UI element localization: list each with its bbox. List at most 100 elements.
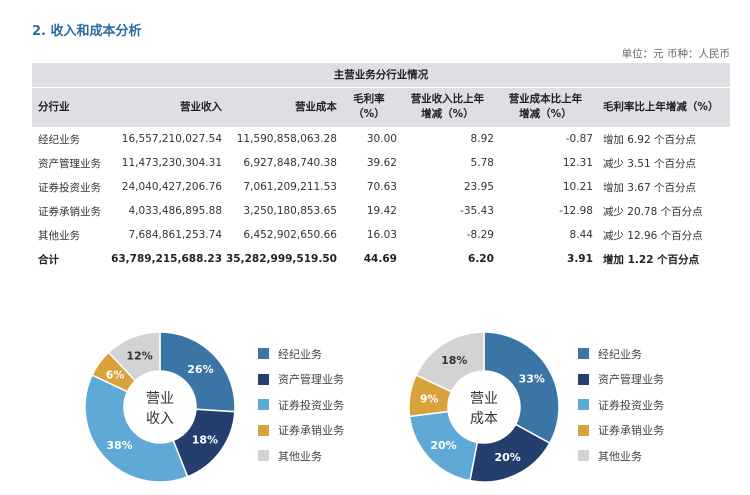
donut-center-title: 营业成本	[470, 391, 498, 427]
table-row: 经纪业务 16,557,210,027.54 11,590,858,063.28 30…	[32, 127, 730, 151]
donut-slice	[159, 331, 236, 413]
cell-revenue: 63,789,215,688.23	[111, 253, 222, 265]
legend-swatch	[578, 348, 589, 360]
cell-revenue-change: 6.20	[468, 253, 494, 265]
cell-cost: 35,282,999,519.50	[226, 253, 337, 265]
legend-item: 资产管理业务	[578, 367, 664, 393]
cell-revenue-change: 8.92	[470, 133, 494, 145]
revenue-legend: 经纪业务 资产管理业务 证券投资业务 证券承销业务 其他业务	[258, 341, 344, 469]
legend-label: 资产管理业务	[598, 373, 664, 387]
legend-swatch	[578, 373, 589, 385]
table-total-row: 合计 63,789,215,688.23 35,282,999,519.50 44.6…	[32, 247, 730, 271]
cell-revenue: 16,557,210,027.54	[121, 133, 222, 145]
legend-swatch	[578, 399, 589, 411]
donut-center-title: 营业收入	[146, 391, 174, 427]
cell-revenue: 24,040,427,206.76	[121, 181, 222, 193]
legend-item: 其他业务	[578, 443, 664, 469]
cost-legend: 经纪业务资产管理业务证券投资业务证券承销业务 其他业务	[578, 341, 664, 469]
legend-swatch	[258, 373, 269, 385]
industry-table: 主营业务分行业情况 分行业 营业收入 营业成本 毛利率 （%） 营业收入比上年 增减（%）营…	[32, 63, 730, 271]
legend-label: 经纪业务	[278, 347, 322, 361]
legend-label: 证券承销业务	[278, 424, 344, 438]
cell-margin-change: 增加 3.67 个百分点	[602, 181, 696, 194]
legend-swatch	[258, 450, 269, 462]
legend-item: 经纪业务	[258, 341, 344, 367]
legend-item: 证券投资业务	[578, 392, 664, 418]
cell-revenue-change: 23.95	[463, 181, 494, 193]
cell-cost-change: 8.44	[569, 229, 593, 241]
legend-item: 经纪业务	[578, 341, 664, 367]
slice-label: 12%	[126, 349, 152, 362]
legend-item: 证券承销业务	[578, 418, 664, 444]
table-row: 证券承销业务 4,033,486,895.88 3,250,180,853.65 19…	[32, 199, 730, 223]
legend-swatch	[578, 450, 589, 462]
table-row: 资产管理业务 11,473,230,304.31 6,927,848,740.38 3…	[32, 151, 730, 175]
legend-swatch	[258, 424, 269, 436]
cell-gross-margin: 30.00	[366, 133, 397, 145]
header-revenue-change: 营业收入比上年 增减（%）	[400, 87, 498, 127]
cell-cost: 7,061,209,211.53	[243, 181, 337, 193]
cell-gross-margin: 19.42	[366, 205, 397, 217]
table-title: 主营业务分行业情况	[32, 63, 730, 88]
cell-revenue-change: 5.78	[470, 157, 494, 169]
legend-label: 其他业务	[278, 449, 322, 463]
cell-gross-margin: 16.03	[366, 229, 397, 241]
table-title-row: 主营业务分行业情况	[32, 63, 730, 88]
header-cost-change: 营业成本比上年 增减（%）	[497, 87, 597, 127]
legend-swatch	[258, 348, 269, 360]
header-revenue: 营业收入	[104, 87, 226, 127]
cell-margin-change: 减少 3.51 个百分点	[602, 157, 696, 170]
cell-gross-margin: 70.63	[366, 181, 397, 193]
header-cost: 营业成本	[226, 87, 341, 127]
cell-margin-change: 增加 6.92 个百分点	[602, 133, 696, 146]
cell-cost: 11,590,858,063.28	[236, 133, 337, 145]
slice-label: 20%	[430, 439, 456, 452]
donut-slice	[107, 331, 161, 382]
cell-margin-change: 减少 12.96 个百分点	[602, 229, 703, 242]
cell-cost: 6,452,902,650.66	[243, 229, 337, 241]
donut-slice	[84, 374, 189, 483]
legend-item: 证券投资业务	[258, 392, 344, 418]
cell-cost-change: 10.21	[562, 181, 593, 193]
donut-slice	[415, 331, 485, 393]
cell-revenue-change: -8.29	[466, 229, 494, 241]
slice-label: 38%	[106, 439, 132, 452]
legend-swatch	[578, 424, 589, 436]
cell-margin-change: 增加 1.22 个百分点	[602, 253, 700, 266]
legend-label: 经纪业务	[598, 347, 642, 361]
legend-label: 其他业务	[598, 449, 642, 463]
legend-item: 证券承销业务	[258, 418, 344, 444]
header-gross-margin: 毛利率 （%）	[340, 87, 401, 127]
cost-donut-chart: 33% 20% 20% 9% 18% 营业成本	[408, 331, 560, 483]
section-title: 2. 收入和成本分析	[32, 24, 142, 39]
table-body: 经纪业务 16,557,210,027.54 11,590,858,063.28 30…	[32, 127, 730, 271]
slice-label: 6%	[106, 368, 125, 381]
cell-cost-change: 12.31	[562, 157, 593, 169]
header-segment: 分行业	[32, 87, 104, 127]
table-header-row: 分行业 营业收入 营业成本 毛利率 （%） 营业收入比上年 增减（%） 营业成本比上年 增减（%…	[32, 87, 730, 127]
slice-label: 26%	[187, 363, 213, 376]
table-row: 证券投资业务 24,040,427,206.76 7,061,209,211.53 7…	[32, 175, 730, 199]
cell-cost-change: -12.98	[559, 205, 593, 217]
cell-segment: 资产管理业务	[38, 157, 101, 170]
table-row: 其他业务 7,684,861,253.74 6,452,902,650.66 16.0…	[32, 223, 730, 247]
cell-segment: 其他业务	[38, 229, 80, 242]
legend-swatch	[258, 399, 269, 411]
header-margin-change: 毛利率比上年增减（%）	[596, 87, 730, 127]
slice-label: 33%	[519, 373, 545, 386]
legend-label: 证券承销业务	[598, 424, 664, 438]
industry-table-container: 主营业务分行业情况 分行业 营业收入 营业成本 毛利率 （%） 营业收入比上年 增减（%）营…	[32, 63, 730, 271]
cell-segment: 证券投资业务	[38, 181, 101, 194]
cell-revenue: 11,473,230,304.31	[121, 157, 222, 169]
legend-label: 证券投资业务	[278, 398, 344, 412]
cell-segment: 经纪业务	[38, 133, 80, 146]
cell-gross-margin: 39.62	[366, 157, 397, 169]
unit-currency-note: 单位：元 币种：人民币	[621, 48, 730, 60]
cell-gross-margin: 44.69	[363, 253, 397, 265]
cell-revenue: 7,684,861,253.74	[128, 229, 222, 241]
slice-label: 20%	[494, 451, 520, 464]
cell-revenue-change: -35.43	[460, 205, 494, 217]
cell-cost: 6,927,848,740.38	[243, 157, 337, 169]
cell-cost-change: 3.91	[567, 253, 593, 265]
cell-revenue: 4,033,486,895.88	[128, 205, 222, 217]
